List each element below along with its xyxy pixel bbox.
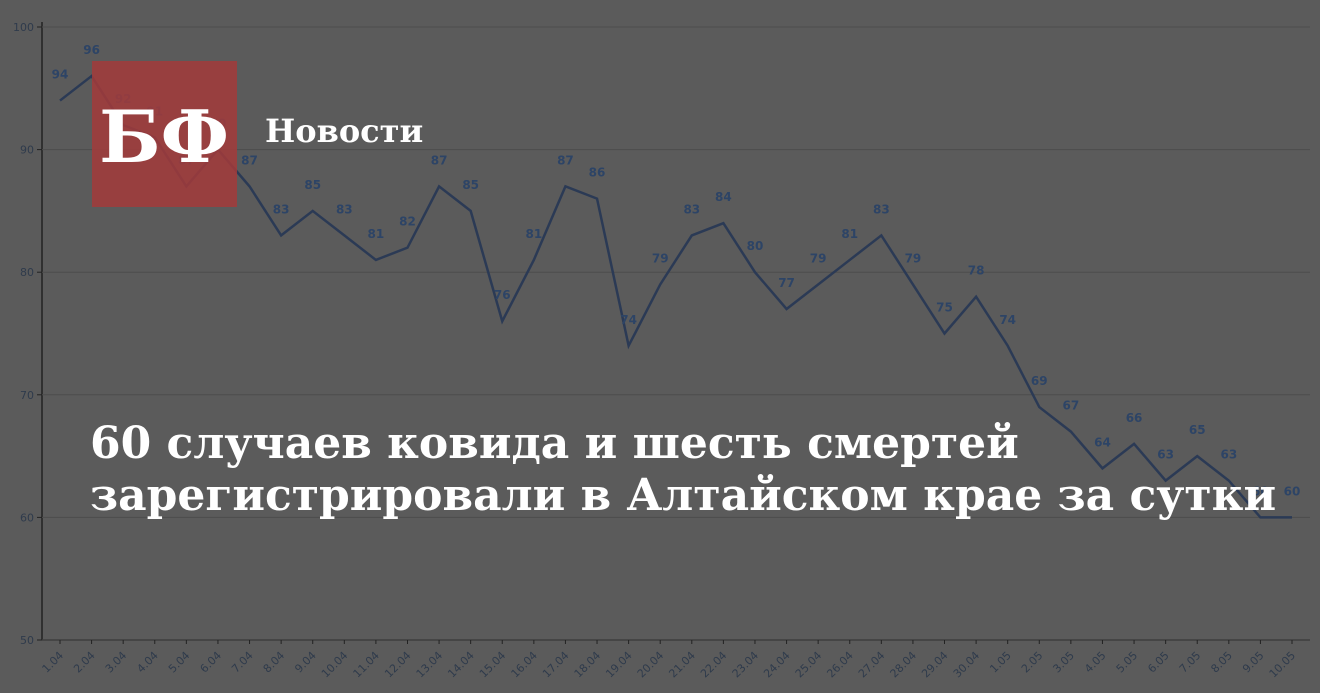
y-tick-label: 70 xyxy=(20,389,34,402)
data-label: 67 xyxy=(1063,399,1080,413)
data-label: 83 xyxy=(273,202,290,216)
data-label: 63 xyxy=(1220,448,1237,462)
y-tick-label: 60 xyxy=(20,511,34,524)
data-label: 78 xyxy=(968,264,985,278)
data-label: 83 xyxy=(336,202,353,216)
data-label: 81 xyxy=(525,227,542,241)
data-label: 80 xyxy=(747,239,764,253)
data-label: 87 xyxy=(241,153,258,167)
data-label: 74 xyxy=(999,313,1016,327)
data-label: 82 xyxy=(399,215,416,229)
data-label: 85 xyxy=(462,178,479,192)
y-tick-label: 80 xyxy=(20,266,34,279)
data-label: 60 xyxy=(1252,484,1269,498)
data-label: 96 xyxy=(83,43,100,57)
y-tick-label: 50 xyxy=(20,634,34,647)
data-label: 79 xyxy=(810,251,827,265)
data-label: 63 xyxy=(1157,448,1174,462)
data-label: 64 xyxy=(1094,435,1111,449)
y-tick-label: 100 xyxy=(13,21,34,34)
headline: 60 случаев ковида и шесть смертей xyxy=(90,418,1019,469)
data-label: 84 xyxy=(715,190,732,204)
data-label: 65 xyxy=(1189,423,1206,437)
data-label: 60 xyxy=(1284,484,1301,498)
headline: зарегистрировали в Алтайском крае за сут… xyxy=(90,470,1276,521)
data-label: 77 xyxy=(778,276,795,290)
logo: БФ xyxy=(99,94,229,179)
data-label: 86 xyxy=(589,166,606,180)
logo-box xyxy=(92,61,237,207)
data-label: 75 xyxy=(936,301,953,315)
y-tick-label: 90 xyxy=(20,144,34,157)
data-label: 69 xyxy=(1031,374,1048,388)
data-label: 83 xyxy=(873,202,890,216)
data-label: 79 xyxy=(652,251,669,265)
data-label: 83 xyxy=(683,202,700,216)
data-label: 76 xyxy=(494,288,511,302)
data-label: 79 xyxy=(905,251,922,265)
data-label: 94 xyxy=(52,68,69,82)
data-label: 87 xyxy=(431,153,448,167)
data-label: 66 xyxy=(1126,411,1143,425)
section: Новости xyxy=(265,112,423,150)
data-label: 81 xyxy=(841,227,858,241)
line xyxy=(59,74,1292,519)
overlay: БФ Новости 60 случаев ковида и шесть сме… xyxy=(90,61,1276,521)
data-label: 81 xyxy=(368,227,385,241)
data-label: 74 xyxy=(620,313,637,327)
data-label: 85 xyxy=(304,178,321,192)
data-label: 87 xyxy=(557,153,574,167)
